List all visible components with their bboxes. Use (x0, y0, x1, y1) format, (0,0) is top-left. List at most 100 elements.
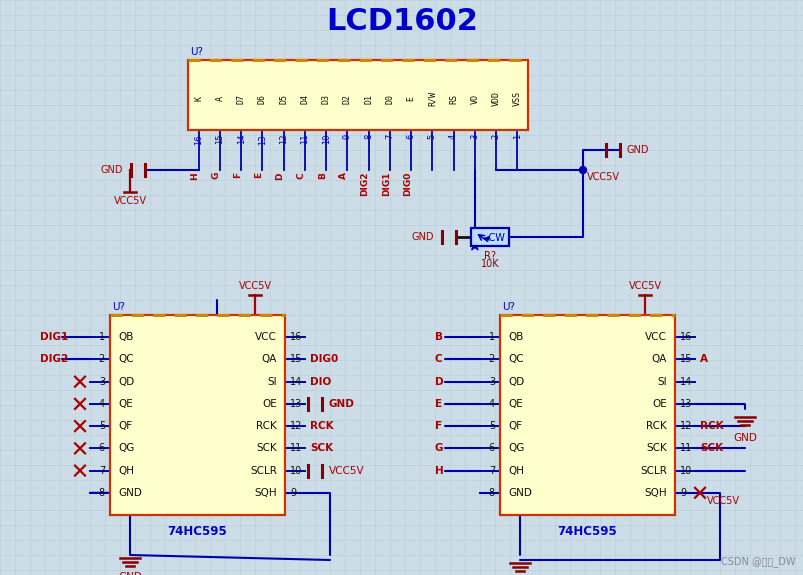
Text: 74HC595: 74HC595 (167, 525, 226, 538)
Text: 1: 1 (512, 134, 521, 139)
Text: DIG0: DIG0 (402, 172, 412, 197)
Text: U?: U? (190, 47, 202, 57)
Text: QE: QE (118, 399, 132, 409)
Text: 2: 2 (99, 354, 105, 365)
Text: 11: 11 (300, 134, 309, 144)
Text: D3: D3 (321, 94, 330, 104)
Text: 10: 10 (679, 466, 691, 476)
Text: RCK: RCK (256, 421, 277, 431)
Text: 8: 8 (488, 488, 495, 498)
Text: 15: 15 (290, 354, 302, 365)
Text: R/W: R/W (427, 91, 436, 106)
Text: GND: GND (118, 488, 141, 498)
Text: DIG1: DIG1 (40, 332, 68, 342)
Text: VCC5V: VCC5V (328, 466, 365, 476)
Text: F: F (434, 421, 442, 431)
Text: 74HC595: 74HC595 (556, 525, 616, 538)
Text: VO: VO (470, 94, 479, 104)
Text: D1: D1 (364, 94, 373, 104)
Text: RCK: RCK (310, 421, 333, 431)
Text: B: B (434, 332, 442, 342)
Text: QG: QG (118, 443, 134, 453)
Text: C: C (296, 172, 305, 179)
Text: A: A (339, 172, 348, 179)
Text: 2: 2 (491, 134, 500, 139)
Text: SQH: SQH (254, 488, 277, 498)
Text: GND: GND (118, 572, 142, 575)
Text: OE: OE (651, 399, 666, 409)
Text: 4: 4 (449, 134, 458, 139)
Text: R?: R? (483, 251, 495, 261)
Text: QB: QB (118, 332, 133, 342)
Text: 6: 6 (406, 134, 415, 139)
Text: GND: GND (328, 399, 354, 409)
Text: 13: 13 (290, 399, 302, 409)
Bar (188, 60, 528, 130)
Text: SCK: SCK (256, 443, 277, 453)
Text: D2: D2 (342, 94, 352, 104)
Text: 13: 13 (679, 399, 691, 409)
Text: QG: QG (507, 443, 524, 453)
Text: 4: 4 (99, 399, 105, 409)
Text: 9: 9 (290, 488, 296, 498)
Text: H: H (190, 172, 199, 179)
Text: DIG0: DIG0 (310, 354, 338, 365)
Text: 8: 8 (364, 134, 373, 139)
Text: GND: GND (626, 145, 649, 155)
Text: A: A (215, 96, 224, 101)
Text: G: G (434, 443, 443, 453)
Text: H: H (434, 466, 443, 476)
Text: VCC5V: VCC5V (706, 496, 739, 506)
Text: 6: 6 (99, 443, 105, 453)
Text: 6: 6 (488, 443, 495, 453)
Text: 13: 13 (258, 134, 267, 145)
Circle shape (579, 167, 585, 174)
Text: SI: SI (657, 377, 666, 386)
Text: D: D (275, 172, 284, 179)
Text: K: K (194, 96, 203, 101)
Text: SCLR: SCLR (250, 466, 277, 476)
Text: 8: 8 (99, 488, 105, 498)
Text: CSDN @依点_DW: CSDN @依点_DW (720, 556, 795, 567)
Text: 3: 3 (99, 377, 105, 386)
Text: VCC: VCC (255, 332, 277, 342)
Text: VCC5V: VCC5V (113, 196, 146, 206)
Text: QF: QF (507, 421, 521, 431)
Text: 3: 3 (488, 377, 495, 386)
Text: 14: 14 (679, 377, 691, 386)
Text: LCD1602: LCD1602 (326, 7, 477, 36)
Text: E: E (434, 399, 442, 409)
Text: 11: 11 (679, 443, 691, 453)
Text: 9: 9 (342, 134, 352, 139)
Text: VSS: VSS (512, 91, 521, 106)
Text: E: E (254, 172, 263, 178)
Text: F: F (233, 172, 242, 178)
Text: 4: 4 (488, 399, 495, 409)
Bar (471, 228, 508, 246)
Text: SCK: SCK (310, 443, 332, 453)
Text: 11: 11 (290, 443, 302, 453)
Text: QB: QB (507, 332, 523, 342)
Text: QA: QA (261, 354, 277, 365)
Text: QD: QD (507, 377, 524, 386)
Text: U?: U? (112, 302, 124, 312)
Text: 1: 1 (488, 332, 495, 342)
Text: DIO: DIO (310, 377, 331, 386)
Text: 16: 16 (679, 332, 691, 342)
Text: 5: 5 (427, 134, 436, 139)
Text: B: B (318, 172, 327, 179)
Text: GND: GND (411, 232, 434, 242)
Text: 5: 5 (488, 421, 495, 431)
Text: SI: SI (267, 377, 277, 386)
Text: QH: QH (507, 466, 524, 476)
Text: 7: 7 (99, 466, 105, 476)
Text: QA: QA (650, 354, 666, 365)
Text: QD: QD (118, 377, 134, 386)
Text: A: A (699, 354, 707, 365)
Text: D4: D4 (300, 94, 309, 104)
Text: 7: 7 (488, 466, 495, 476)
Text: ◄CW: ◄CW (481, 233, 505, 243)
Text: VCC5V: VCC5V (586, 172, 619, 182)
Text: U?: U? (501, 302, 515, 312)
Text: 2: 2 (488, 354, 495, 365)
